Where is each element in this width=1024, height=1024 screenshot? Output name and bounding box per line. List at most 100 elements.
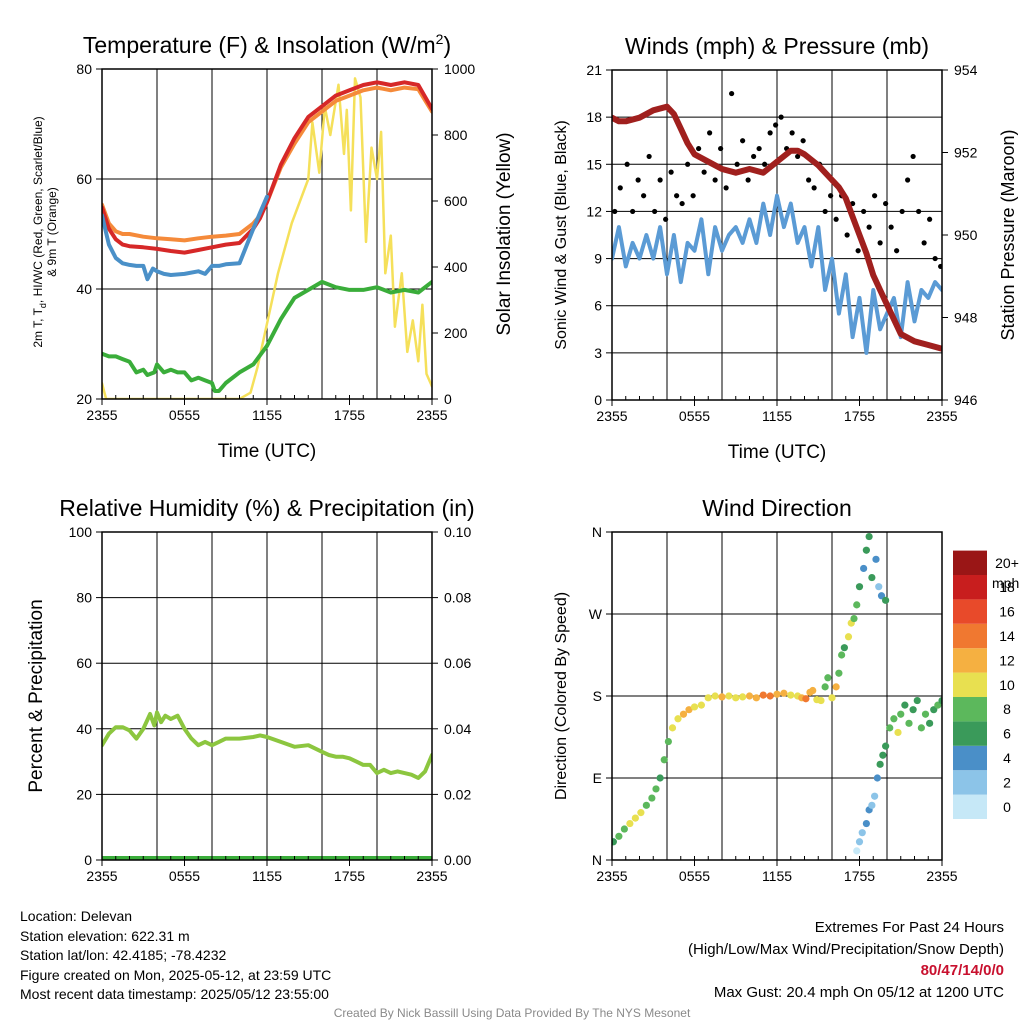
- direction-point: [656, 774, 664, 782]
- direction-point: [674, 715, 682, 723]
- y-tick-label: 6: [594, 298, 602, 314]
- gust-point: [938, 263, 942, 270]
- y-right-tick-label: 0.04: [444, 721, 471, 737]
- gust-point: [740, 138, 746, 144]
- gust-point: [641, 193, 647, 199]
- gust-point: [762, 161, 768, 167]
- direction-point: [668, 724, 677, 732]
- y-axis-label-left: Percent & Precipitation: [26, 599, 47, 792]
- y-right-tick-label: 0.10: [444, 524, 471, 540]
- direction-point: [660, 756, 668, 764]
- chart-title: Temperature (F) & Insolation (W/m2): [83, 31, 451, 58]
- y-tick-label: 80: [76, 590, 92, 606]
- direction-point: [905, 719, 913, 727]
- direction-point: [838, 651, 846, 659]
- direction-point: [821, 683, 829, 691]
- chart-temperature: 2355 0555 1155 1755 235520406080020040060080…: [31, 31, 515, 462]
- x-tick-label: 2355: [416, 868, 447, 884]
- gust-point: [690, 193, 696, 199]
- direction-point: [938, 696, 942, 705]
- direction-point: [862, 546, 870, 554]
- y-right-tick-label: 0.06: [444, 655, 471, 671]
- x-tick-label: 2355: [926, 868, 957, 884]
- y-tick-label: 9: [594, 251, 602, 267]
- gust-point: [866, 224, 872, 230]
- recent-data-timestamp: Most recent data timestamp: 2025/05/12 2…: [20, 986, 329, 1002]
- direction-point: [824, 674, 832, 682]
- direction-point: [901, 701, 909, 709]
- gust-point: [701, 169, 707, 175]
- direction-point: [853, 847, 861, 855]
- y-right-tick-label: 948: [954, 310, 978, 326]
- figure-created: Figure created on Mon, 2025-05-12, at 23…: [20, 966, 332, 983]
- direction-point: [780, 689, 788, 697]
- credit-line: Created By Nick Bassill Using Data Provi…: [333, 1006, 691, 1020]
- extremes-values: 80/47/14/0/0: [920, 962, 1004, 979]
- gust-point: [861, 208, 867, 215]
- x-tick-label: 1155: [252, 868, 282, 884]
- y-tick-label: E: [593, 770, 602, 786]
- y-tick-label: 15: [586, 156, 602, 172]
- direction-point: [913, 696, 921, 705]
- direction-point: [871, 792, 879, 800]
- direction-point: [860, 564, 868, 573]
- colorbar-swatch: [953, 697, 987, 722]
- colorbar-label: 12: [999, 652, 1015, 668]
- x-tick-label: 1155: [762, 408, 792, 424]
- direction-point: [766, 692, 774, 700]
- direction-point: [875, 583, 883, 591]
- gust-point: [668, 169, 674, 175]
- y-axis-label-left-line2: & 9m T (Orange): [45, 187, 59, 277]
- direction-point: [612, 838, 617, 846]
- gust-point: [745, 177, 751, 183]
- colorbar-label: 6: [1003, 726, 1011, 742]
- direction-point: [704, 694, 712, 702]
- colorbar-label: 8: [1003, 701, 1011, 717]
- colorbar-swatch: [953, 648, 987, 673]
- y-right-tick-label: 200: [444, 325, 468, 341]
- direction-point: [872, 555, 880, 563]
- y-tick-label: 0: [84, 852, 92, 868]
- gust-point: [652, 208, 658, 215]
- direction-point: [886, 724, 894, 732]
- gust-point: [833, 216, 839, 222]
- y-tick-label: N: [592, 852, 602, 868]
- x-tick-label: 0555: [169, 407, 200, 423]
- x-tick-label: 1755: [844, 408, 875, 424]
- colorbar-label: 16: [999, 604, 1015, 620]
- title-superscript: 2: [436, 31, 444, 47]
- series-line-c4a90c8: [102, 194, 269, 282]
- gust-point: [789, 130, 795, 136]
- station-location: Location: Delevan: [20, 908, 133, 924]
- chart-winds: 2355 0555 1155 1755 235503691215182194694895…: [553, 33, 1018, 463]
- colorbar-swatch: [953, 623, 987, 649]
- label-rest: , HI/WC (Red, Green, Scarlet/Blue): [31, 116, 45, 303]
- direction-point: [787, 691, 795, 699]
- direction-point: [802, 695, 810, 703]
- colorbar-swatch: [953, 599, 987, 624]
- y-tick-label: S: [593, 688, 602, 704]
- gust-point: [773, 122, 779, 128]
- gust-point: [927, 216, 933, 222]
- y-tick-label: 3: [594, 345, 602, 361]
- y-right-tick-label: 0.02: [444, 786, 471, 802]
- gust-point: [800, 138, 806, 144]
- chart-title: Relative Humidity (%) & Precipitation (i…: [59, 495, 474, 521]
- direction-point: [862, 819, 870, 828]
- y-right-tick-label: 0.00: [444, 852, 471, 868]
- chart-rh: 2355 0555 1155 1755 23550204060801000.000.02…: [26, 495, 475, 884]
- direction-point: [817, 696, 825, 705]
- direction-point: [759, 691, 767, 699]
- gust-point: [844, 232, 850, 238]
- y-tick-label: 20: [76, 786, 92, 802]
- max-gust: Max Gust: 20.4 mph On 05/12 at 1200 UTC: [713, 983, 1004, 1001]
- gust-point: [657, 177, 663, 183]
- y-right-tick-label: 800: [444, 127, 468, 143]
- gust-point: [674, 193, 680, 199]
- direction-point: [855, 838, 864, 846]
- gust-point: [806, 177, 812, 183]
- gust-point: [916, 208, 922, 215]
- y-right-tick-label: 0: [444, 391, 452, 407]
